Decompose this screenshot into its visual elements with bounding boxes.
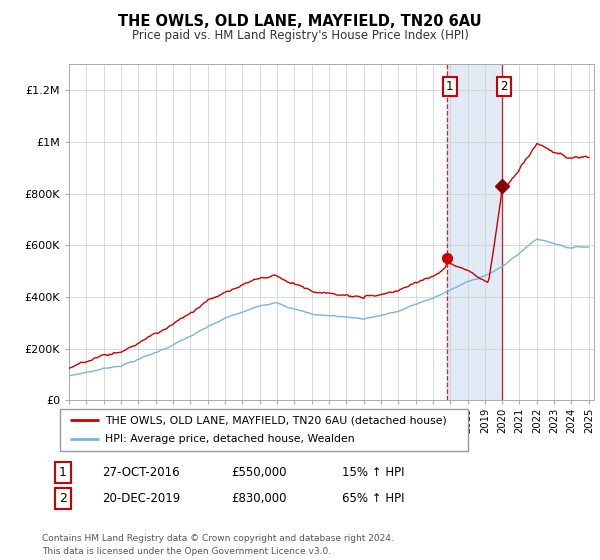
Text: Contains HM Land Registry data © Crown copyright and database right 2024.
This d: Contains HM Land Registry data © Crown c… — [42, 534, 394, 556]
Text: £830,000: £830,000 — [231, 492, 287, 505]
Text: 65% ↑ HPI: 65% ↑ HPI — [342, 492, 404, 505]
Text: HPI: Average price, detached house, Wealden: HPI: Average price, detached house, Weal… — [105, 435, 355, 445]
Text: 2: 2 — [500, 80, 508, 93]
Text: 1: 1 — [59, 465, 67, 479]
Text: Price paid vs. HM Land Registry's House Price Index (HPI): Price paid vs. HM Land Registry's House … — [131, 29, 469, 42]
Text: THE OWLS, OLD LANE, MAYFIELD, TN20 6AU: THE OWLS, OLD LANE, MAYFIELD, TN20 6AU — [118, 14, 482, 29]
FancyBboxPatch shape — [60, 409, 468, 451]
Bar — [447, 64, 502, 400]
Text: THE OWLS, OLD LANE, MAYFIELD, TN20 6AU (detached house): THE OWLS, OLD LANE, MAYFIELD, TN20 6AU (… — [105, 415, 446, 425]
Text: 2: 2 — [59, 492, 67, 505]
Text: 27-OCT-2016: 27-OCT-2016 — [102, 465, 179, 479]
Text: £550,000: £550,000 — [231, 465, 287, 479]
Text: 20-DEC-2019: 20-DEC-2019 — [102, 492, 180, 505]
Text: 1: 1 — [446, 80, 454, 93]
Text: 15% ↑ HPI: 15% ↑ HPI — [342, 465, 404, 479]
